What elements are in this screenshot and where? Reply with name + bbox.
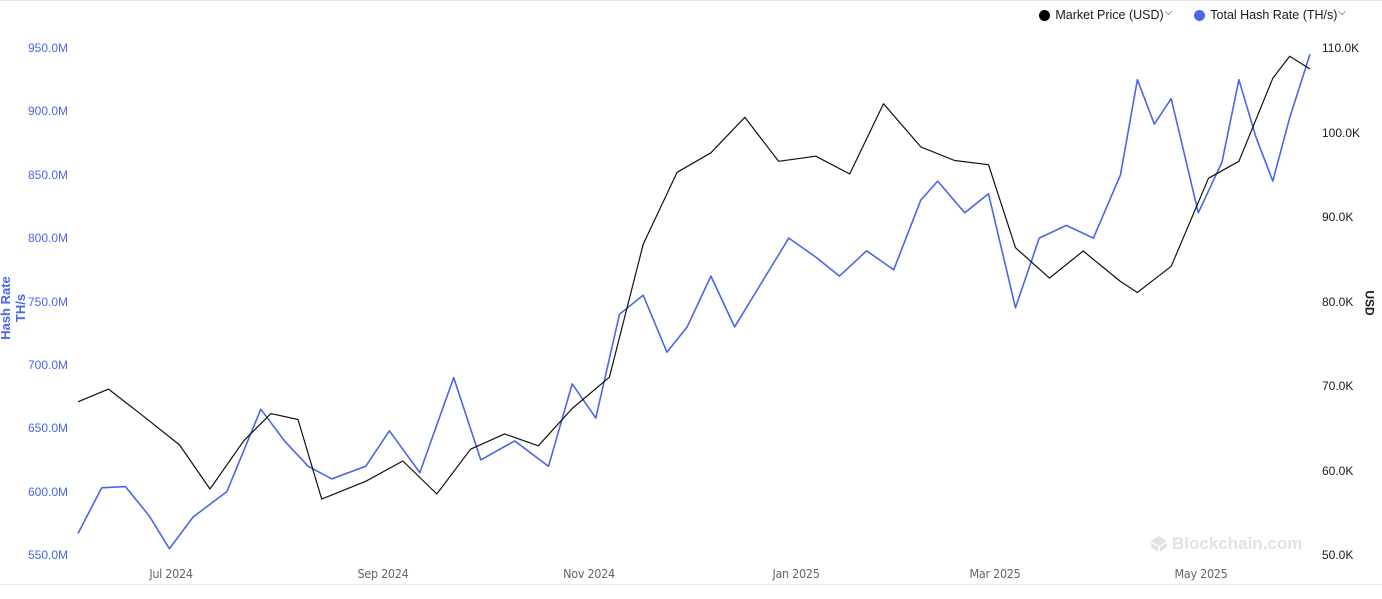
y-right-tick: 50.0K (1322, 548, 1354, 562)
chevron-down-icon[interactable]: ⌵ (1164, 6, 1173, 18)
top-border (0, 0, 1382, 1)
y-left-tick: 850.0M (28, 168, 69, 182)
x-tick: May 2025 (1174, 566, 1228, 581)
legend-label: Total Hash Rate (TH/s) (1210, 8, 1338, 22)
y-right-tick: 60.0K (1322, 464, 1354, 478)
legend-label: Market Price (USD) (1055, 8, 1164, 22)
y-left-tick: 650.0M (28, 421, 69, 435)
x-tick: Nov 2024 (563, 566, 615, 581)
y-left-tick: 800.0M (28, 231, 69, 245)
x-tick: Jan 2025 (772, 566, 820, 581)
y-left-tick: 750.0M (28, 295, 69, 309)
x-tick: Jul 2024 (149, 566, 193, 581)
black-dot-icon (1039, 9, 1051, 21)
legend-item-hash-rate[interactable]: Total Hash Rate (TH/s) ⌵ (1194, 6, 1346, 22)
blue-dot-icon (1194, 9, 1206, 21)
market-price-line (77, 55, 1311, 500)
y-left-tick: 700.0M (28, 358, 69, 372)
x-tick: Mar 2025 (969, 566, 1021, 581)
chevron-down-icon[interactable]: ⌵ (1338, 6, 1346, 18)
watermark: Blockchain.com (1150, 534, 1302, 554)
y-left-tick: 600.0M (28, 485, 69, 499)
blockchain-logo-icon (1151, 536, 1167, 552)
x-axis-baseline (0, 584, 1382, 585)
x-tick: Sep 2024 (357, 566, 409, 581)
chart-legend: Market Price (USD) ⌵ Total Hash Rate (TH… (1039, 6, 1346, 22)
y-right-tick: 70.0K (1322, 379, 1354, 393)
watermark-text: Blockchain.com (1172, 534, 1303, 553)
y-left-tick: 550.0M (28, 548, 69, 562)
y-right-tick: 90.0K (1322, 210, 1354, 224)
legend-item-market-price[interactable]: Market Price (USD) ⌵ (1039, 6, 1173, 22)
y-left-tick: 950.0M (28, 41, 69, 55)
y-right-tick: 80.0K (1322, 295, 1354, 309)
y-right-tick: 110.0K (1322, 41, 1360, 55)
y-left-tick: 900.0M (28, 104, 69, 118)
y-right-tick: 100.0K (1322, 126, 1361, 140)
hash-rate-line (77, 54, 1311, 550)
